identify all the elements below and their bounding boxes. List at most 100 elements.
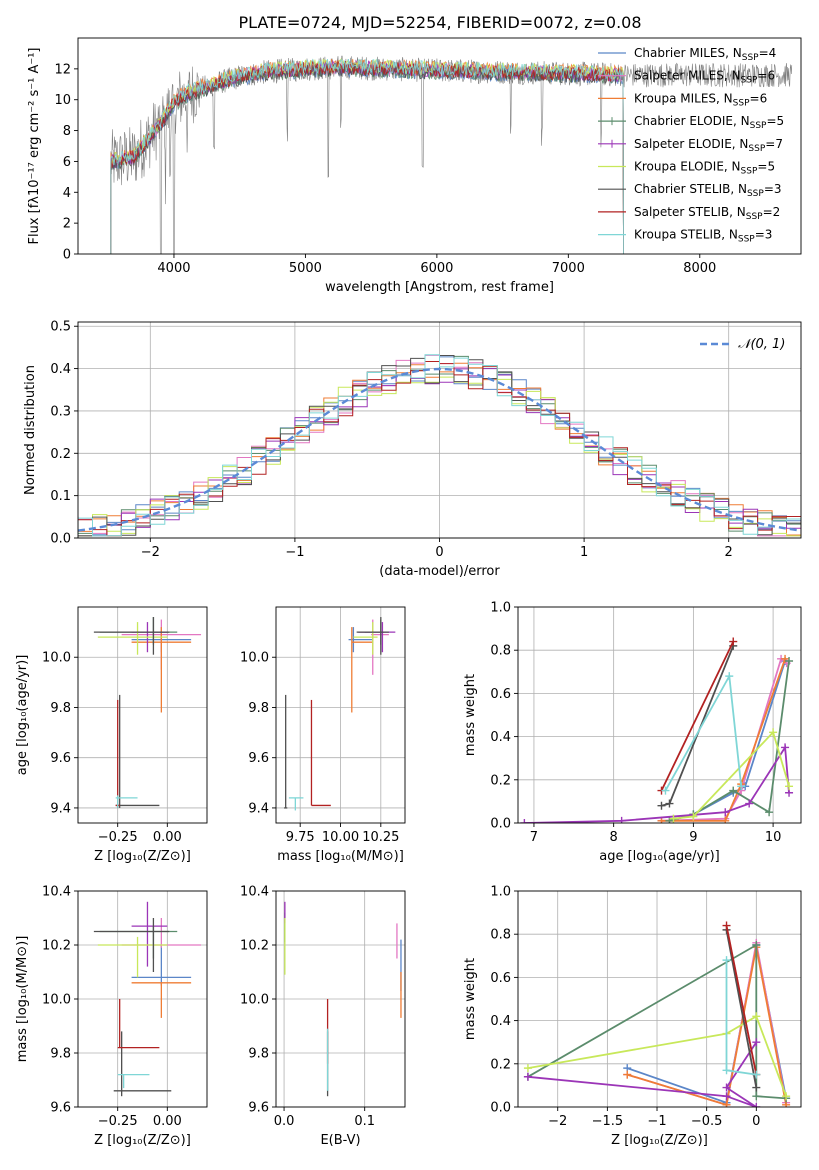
y-tick-label: 10.4 <box>42 885 71 900</box>
weight-line-chabrier_elodie <box>527 943 787 1100</box>
spectrum-data-line <box>110 55 793 254</box>
y-tick-label: 0.2 <box>490 1057 511 1072</box>
x-tick-label: −1 <box>647 1114 666 1129</box>
weight-point-salpeter_elodie <box>721 808 730 817</box>
y-tick-label: 6 <box>63 155 71 170</box>
weight-point-salpeter_elodie <box>745 799 754 808</box>
x-tick-label: 10 <box>765 830 782 845</box>
legend-label-salpeter_miles: Salpeter MILES, NSSP=6 <box>634 69 775 86</box>
legend-label-tail: =2 <box>763 205 781 219</box>
x-tick-label: −1 <box>285 545 304 560</box>
plot-area <box>523 921 791 1107</box>
panel-spectrum: 4000 5000 6000 7000 8000 0 2 4 6 8 10 12 wavelength … <box>27 37 802 295</box>
y-tick-label: 0.5 <box>50 320 71 335</box>
x-tick-label: 0 <box>435 545 443 560</box>
x-tick-label: 7 <box>530 830 538 845</box>
y-tick-label: 10.0 <box>42 993 71 1008</box>
y-axis-label: Normed distribution <box>23 365 38 495</box>
y-tick-label: 10.2 <box>42 939 71 954</box>
plot-area <box>284 617 396 811</box>
weight-point-salpeter_elodie <box>781 743 790 752</box>
y-tick-label: 1.0 <box>490 885 511 900</box>
histogram-kroupa_stelib <box>78 354 801 537</box>
y-tick-label: 0.2 <box>50 447 71 462</box>
plot-area <box>78 354 801 537</box>
y-tick-label: 9.4 <box>50 801 71 816</box>
weight-point-salpeter_elodie <box>722 1083 731 1092</box>
weight-point-kroupa_elodie <box>689 812 698 821</box>
panel-mass_vs_EBV: 0.0 0.1 9.6 9.8 10.0 10.2 10.4 E(B-V) <box>240 885 406 1148</box>
plot-area <box>93 617 202 808</box>
x-tick-label: 9 <box>689 830 697 845</box>
weight-point-kroupa_miles <box>623 1070 632 1079</box>
x-tick-label: −2 <box>548 1114 567 1129</box>
weight-point-chabrier_stelib <box>752 1083 761 1092</box>
y-tick-label: 12 <box>54 62 71 77</box>
legend-label-text: Kroupa MILES, N <box>634 91 733 105</box>
weight-point-kroupa_stelib <box>722 1066 731 1075</box>
panel-mass_vs_Z: −0.25 0.00 9.6 9.8 10.0 10.2 10.4 Z [log₁₀(Z/Z⊙… <box>15 885 208 1148</box>
axes-frame <box>517 606 802 824</box>
y-axis-label: Flux [fλ10⁻¹⁷ erg cm⁻² s⁻¹ A⁻¹] <box>27 48 42 245</box>
y-tick-label: 0.1 <box>50 489 71 504</box>
legend-label-sub: SSP <box>750 121 767 131</box>
x-tick-label: 0.00 <box>153 1114 182 1129</box>
weight-point-salpeter_elodie <box>523 1072 532 1081</box>
legend-label-text: Kroupa ELODIE, N <box>634 160 741 174</box>
x-tick-label: 1 <box>580 545 588 560</box>
weight-line-salpeter_stelib <box>725 925 758 1075</box>
y-tick-label: 2 <box>63 217 71 232</box>
weight-point-salpeter_elodie <box>722 1092 731 1101</box>
weight-point-salpeter_elodie <box>752 1103 761 1107</box>
y-tick-label: 0.0 <box>50 532 71 547</box>
legend-label-sub: SSP <box>748 144 765 154</box>
legend-label-kroupa_miles: Kroupa MILES, NSSP=6 <box>634 91 767 108</box>
x-axis-label: age [log₁₀(age/yr)] <box>599 849 720 864</box>
x-axis-label: wavelength [Angstrom, rest frame] <box>325 280 554 295</box>
y-tick-label: 4 <box>63 186 71 201</box>
legend-label-text: Chabrier STELIB, N <box>634 182 747 196</box>
legend-label-kroupa_elodie: Kroupa ELODIE, NSSP=5 <box>634 160 775 177</box>
weight-point-salpeter_elodie <box>520 819 529 823</box>
y-tick-label: 10.0 <box>42 651 71 666</box>
axes-frame <box>77 37 802 255</box>
weight-line-kroupa_miles <box>661 658 786 822</box>
x-axis-label: (data-model)/error <box>379 564 500 579</box>
x-tick-label: 8 <box>610 830 618 845</box>
weight-point-kroupa_stelib <box>737 782 746 791</box>
legend-label-text: Chabrier ELODIE, N <box>634 114 750 128</box>
y-tick-label: 10 <box>54 93 71 108</box>
y-tick-label: 9.8 <box>50 701 71 716</box>
x-tick-label: 0.1 <box>354 1114 375 1129</box>
y-tick-label: 9.4 <box>248 801 269 816</box>
y-tick-label: 9.6 <box>50 1101 71 1116</box>
legend-label-text: Salpeter MILES, N <box>634 69 741 83</box>
panel-residuals: −2 −1 0 1 2 0.0 0.1 0.2 0.3 0.4 0.5 (data-model)/er… <box>23 320 802 579</box>
legend-label-tail: =3 <box>755 228 773 242</box>
legend-label-tail: =5 <box>757 160 775 174</box>
x-tick-label: 4000 <box>157 261 190 276</box>
y-tick-label: 0.4 <box>490 1014 511 1029</box>
weight-point-kroupa_miles <box>721 816 730 823</box>
weight-line-salpeter_stelib <box>660 641 735 791</box>
weight-line-chabrier_stelib <box>725 929 758 1088</box>
legend-label-tail: =6 <box>757 69 775 83</box>
x-tick-label: 0.0 <box>274 1114 295 1129</box>
y-tick-label: 8 <box>63 124 71 139</box>
weight-point-salpeter_stelib <box>722 921 731 930</box>
y-axis-label: mass [log₁₀(M/M⊙)] <box>15 936 30 1063</box>
y-tick-label: 10.2 <box>240 939 269 954</box>
y-tick-label: 10.0 <box>240 651 269 666</box>
y-tick-label: 9.8 <box>248 1047 269 1062</box>
y-tick-label: 10.4 <box>240 885 269 900</box>
weight-point-kroupa_stelib <box>752 1070 761 1079</box>
y-tick-label: 9.6 <box>248 751 269 766</box>
legend-label-tail: =6 <box>750 91 768 105</box>
legend-label-sub: SSP <box>738 235 755 245</box>
x-tick-label: 7000 <box>552 261 585 276</box>
legend-label-text: Kroupa STELIB, N <box>634 228 738 242</box>
y-axis-label: age [log₁₀(age/yr)] <box>15 655 30 776</box>
y-tick-label: 0.0 <box>490 817 511 832</box>
legend-label-chabrier_elodie: Chabrier ELODIE, NSSP=5 <box>634 114 784 131</box>
y-tick-label: 9.6 <box>248 1101 269 1116</box>
